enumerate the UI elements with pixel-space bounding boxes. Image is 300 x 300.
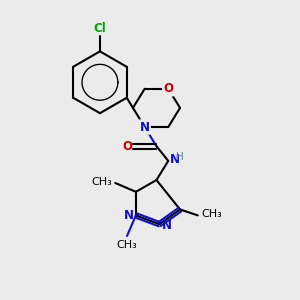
Text: CH₃: CH₃: [91, 177, 112, 187]
Text: O: O: [123, 140, 133, 153]
Text: N: N: [170, 153, 180, 166]
Text: H: H: [176, 152, 183, 162]
Text: CH₃: CH₃: [201, 209, 222, 219]
Text: N: N: [162, 219, 172, 232]
Text: N: N: [140, 121, 150, 134]
Text: CH₃: CH₃: [117, 239, 137, 250]
Text: O: O: [163, 82, 173, 95]
Text: Cl: Cl: [94, 22, 106, 34]
Text: N: N: [124, 209, 134, 222]
